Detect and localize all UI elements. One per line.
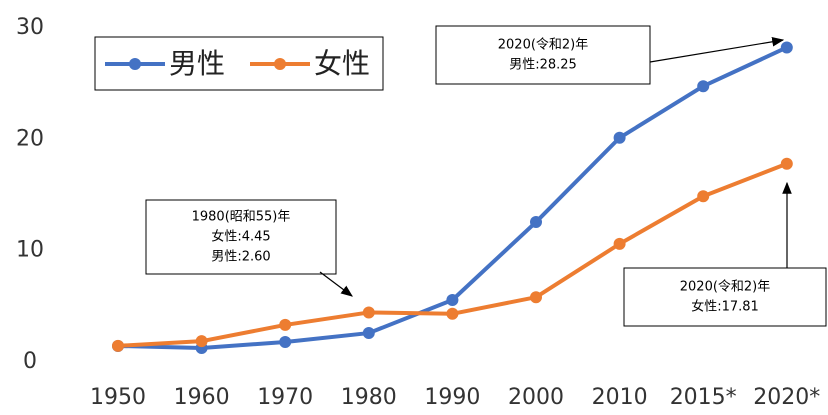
data-point [279,318,292,331]
x-tick-label: 1970 [257,385,313,410]
annotation-text: 2020(令和2)年 [680,280,771,295]
y-tick-label: 10 [16,238,44,263]
data-point [780,157,793,170]
data-point [697,190,710,203]
x-tick-label: 2020* [753,385,820,410]
x-tick-label: 1950 [90,385,146,410]
annotation-arrow [649,37,785,63]
data-point [112,339,124,352]
x-tick-label: 1960 [174,385,230,410]
annotation-text: 男性:2.60 [211,250,270,265]
annotation-box [623,267,827,327]
legend-label: 女性 [314,47,370,80]
x-tick-label: 1980 [341,385,397,410]
y-tick-label: 0 [23,349,37,374]
annotation-text: 女性:4.45 [211,229,270,245]
x-tick-label: 1990 [424,385,480,410]
annotation-text: 1980(昭和55)年 [192,210,291,225]
data-point [279,335,292,348]
annotation-text: 女性:17.81 [691,299,759,315]
data-point [697,80,710,93]
annotation-text: 男性:28.25 [509,58,577,73]
data-point [530,216,542,229]
data-point [613,131,626,144]
annotation-box [435,25,651,85]
legend-label: 男性 [169,47,225,80]
data-point [780,41,793,54]
y-tick-label: 20 [16,126,44,151]
x-tick-label: 2015* [670,385,737,410]
annotation-text: 2020(令和2)年 [498,38,589,53]
annotation-arrow [319,271,353,297]
data-point [613,237,626,250]
data-point [362,327,375,340]
data-point [530,291,542,304]
legend-marker [274,58,286,70]
x-tick-label: 2000 [508,385,564,410]
y-tick-label: 30 [16,15,44,40]
data-point [195,335,208,348]
data-point [362,306,375,319]
annotation-box [145,199,337,275]
legend-marker [129,58,141,70]
x-tick-label: 2010 [592,385,648,410]
data-point [446,307,459,320]
data-point [446,293,459,306]
